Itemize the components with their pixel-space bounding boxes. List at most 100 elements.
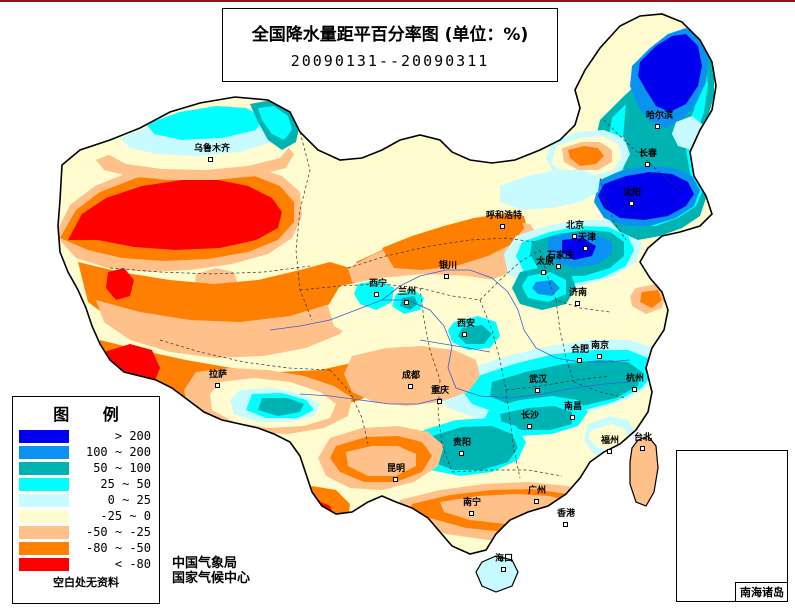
city-label: 南宁 <box>463 498 482 508</box>
city-marker <box>577 358 582 363</box>
city-marker <box>437 399 442 404</box>
city-marker <box>607 449 612 454</box>
city-marker <box>501 567 506 572</box>
legend-swatch <box>19 493 69 507</box>
band-minus80-minus50-ne-west <box>568 146 604 166</box>
city-label: 银川 <box>439 261 458 271</box>
band-25-50-north-xj <box>146 106 264 140</box>
city-label: 呼和浩特 <box>486 211 523 221</box>
city-marker <box>469 511 474 516</box>
city-label: 贵阳 <box>453 438 472 448</box>
city-label: 合肥 <box>571 345 590 355</box>
city-label: 台北 <box>634 433 653 443</box>
city-marker <box>393 477 398 482</box>
city-label: 重庆 <box>431 386 450 396</box>
legend-swatch <box>19 557 69 571</box>
provincial-borders <box>109 119 683 479</box>
city-marker <box>527 424 532 429</box>
band-50-100-changsha <box>500 406 572 430</box>
attribution: 中国气象局 国家气候中心 <box>172 556 250 586</box>
city-marker <box>556 264 561 269</box>
city-marker <box>462 332 467 337</box>
city-marker <box>374 292 379 297</box>
band-minus50-minus25-qinghai <box>96 300 356 358</box>
band-50-100-tibet <box>258 398 304 416</box>
legend-footnote: 空白处无资料 <box>53 576 119 589</box>
band-lt-minus80-xj <box>68 180 282 250</box>
attribution-agency: 中国气象局 <box>172 556 238 571</box>
city-label: 香港 <box>557 509 576 519</box>
rivers <box>269 269 631 405</box>
map-title: 全国降水量距平百分率图 (单位：%) <box>251 25 529 45</box>
band-minus80-minus50-im-core <box>382 214 524 270</box>
city-marker <box>640 446 645 451</box>
band-50-100-hangzhou <box>578 360 638 398</box>
map-title-box: 全国降水量距平百分率图 (单位：%) 20090131--20090311 <box>222 8 558 82</box>
city-marker <box>632 387 637 392</box>
legend-swatch <box>19 445 69 459</box>
city-marker <box>541 270 546 275</box>
city-marker <box>570 415 575 420</box>
attribution-center: 国家气候中心 <box>172 571 251 586</box>
city-label: 拉萨 <box>209 370 228 380</box>
city-marker <box>459 451 464 456</box>
city-marker <box>597 354 602 359</box>
legend-label: -80 ~ -50 <box>85 541 151 555</box>
city-label: 石家庄 <box>547 251 575 261</box>
city-label: 武汉 <box>529 375 548 385</box>
city-marker <box>404 300 409 305</box>
band-50-100-guizhou <box>424 426 518 470</box>
band-100-200-taiyuan-core <box>532 280 560 296</box>
band-50-100-lanzhou <box>400 296 418 310</box>
legend-row: -25 ~ 0 <box>13 508 159 524</box>
city-marker <box>444 274 449 279</box>
band-minus50-minus25-kunming <box>346 446 416 476</box>
city-label: 乌鲁木齐 <box>194 144 231 154</box>
legend-label: 50 ~ 100 <box>93 461 151 475</box>
legend-swatch <box>19 477 69 491</box>
band-gt200-heilongjiang <box>638 34 702 112</box>
city-label: 长春 <box>639 149 658 159</box>
city-label: 南昌 <box>564 402 583 412</box>
city-marker <box>535 388 540 393</box>
city-label: 沈阳 <box>623 188 642 198</box>
city-label: 成都 <box>402 371 421 381</box>
city-marker <box>408 384 413 389</box>
legend-label: -50 ~ -25 <box>85 525 151 539</box>
city-marker <box>645 162 650 167</box>
legend-row: < -80 <box>13 556 159 572</box>
legend-label: > 200 <box>114 429 151 443</box>
page-top-rule <box>0 0 795 2</box>
city-label: 北京 <box>566 221 585 231</box>
city-label: 福州 <box>601 436 620 446</box>
city-label: 太原 <box>536 257 555 267</box>
legend-label: 25 ~ 50 <box>100 477 151 491</box>
legend-swatch <box>19 525 69 539</box>
city-label: 西宁 <box>369 279 388 289</box>
legend-panel: 图 例 > 200 100 ~ 200 50 ~ 100 25 ~ 50 0 ~ 25 -… <box>12 396 160 604</box>
band-minus50-minus25-sichuan-core <box>360 354 468 398</box>
city-marker <box>655 124 660 129</box>
band-lt-minus80-tibet-west <box>100 344 160 398</box>
legend-label: -25 ~ 0 <box>100 509 151 523</box>
band-gt200-liaoning <box>598 172 694 220</box>
legend-rows: > 200 100 ~ 200 50 ~ 100 25 ~ 50 0 ~ 25 -25 ~… <box>13 428 159 572</box>
band-0-25-im-ne <box>500 170 600 210</box>
city-label: 广州 <box>528 486 547 496</box>
band-minus80-minus50-shandong-e <box>640 290 662 308</box>
legend-label: 0 ~ 25 <box>107 493 151 507</box>
legend-heading: 图 例 <box>53 405 133 424</box>
city-label: 海口 <box>495 554 514 564</box>
city-marker <box>500 224 505 229</box>
band-25-50-altai <box>258 106 292 140</box>
legend-row: 100 ~ 200 <box>13 444 159 460</box>
city-marker <box>629 201 634 206</box>
city-marker <box>215 383 220 388</box>
legend-row: > 200 <box>13 428 159 444</box>
national-border <box>57 13 717 555</box>
legend-row: 0 ~ 25 <box>13 492 159 508</box>
legend-label: < -80 <box>114 557 151 571</box>
city-label: 西安 <box>457 319 476 329</box>
